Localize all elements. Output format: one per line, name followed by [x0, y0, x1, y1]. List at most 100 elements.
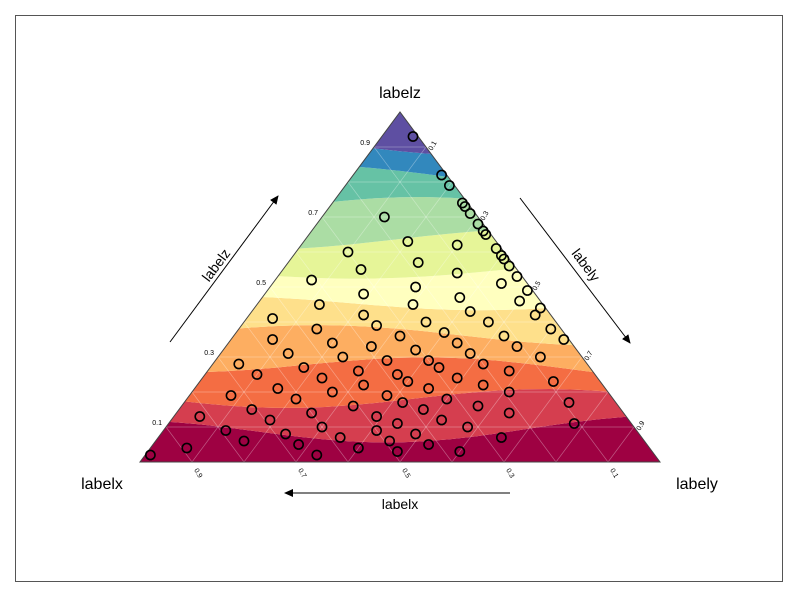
grid-line	[243, 181, 453, 462]
grid-line	[399, 286, 531, 462]
contour-band	[140, 389, 660, 443]
data-point	[464, 208, 476, 219]
corner-label-y: labely	[676, 476, 718, 493]
data-point	[441, 393, 453, 405]
data-point	[423, 355, 434, 366]
corner-label-x: labelx	[81, 476, 123, 493]
data-point	[548, 376, 559, 387]
data-point	[503, 365, 515, 377]
contour-band	[140, 415, 660, 462]
data-point	[251, 369, 263, 380]
data-point	[144, 449, 156, 461]
data-point	[535, 302, 546, 314]
data-point	[436, 414, 447, 426]
data-point	[397, 397, 408, 408]
data-point	[371, 411, 382, 422]
data-point	[358, 379, 369, 391]
data-point	[347, 400, 359, 412]
data-point	[464, 306, 476, 317]
data-point	[438, 327, 450, 338]
grid-line	[503, 356, 583, 462]
bottom-tick-label: 0.9	[192, 468, 203, 480]
data-point	[417, 404, 429, 415]
grid-line	[373, 146, 609, 462]
left-tick-label: 0.9	[360, 140, 370, 147]
figure-frame	[15, 15, 783, 582]
bottom-tick-label: 0.3	[504, 468, 515, 480]
data-point	[290, 393, 302, 405]
data-point	[433, 362, 445, 373]
data-point	[233, 358, 245, 370]
data-point	[511, 271, 523, 282]
data-point	[482, 316, 494, 328]
data-point	[454, 446, 466, 457]
left-tick-label: 0.3	[204, 350, 214, 357]
data-point	[238, 435, 250, 447]
data-point	[220, 425, 232, 436]
data-point	[394, 330, 406, 342]
tick-labels: 0.1 0.3 0.5 0.7 0.9 0.1 0.3 0.5 0.7 0.9 0.9 0.7 0.5 0…	[152, 140, 646, 480]
data-point	[423, 383, 434, 394]
data-point	[306, 407, 317, 419]
data-point	[477, 379, 489, 391]
grid-line	[347, 181, 557, 462]
data-point	[311, 323, 323, 335]
data-point	[402, 376, 414, 387]
data-point	[194, 411, 206, 422]
data-point	[451, 372, 463, 384]
data-point	[181, 442, 193, 454]
data-point	[402, 236, 414, 247]
data-point	[443, 180, 455, 191]
right-tick-label: 0.9	[636, 420, 647, 432]
data-point	[391, 418, 403, 429]
right-tick-label: 0.5	[532, 280, 543, 292]
bottom-axis-title: labelx	[382, 496, 419, 512]
data-point	[272, 383, 284, 394]
contour-band	[140, 325, 660, 382]
data-point	[326, 337, 338, 349]
data-point	[352, 442, 364, 454]
data-point	[384, 435, 395, 447]
contour-fill	[140, 112, 660, 462]
contour-band	[140, 357, 660, 408]
data-point	[264, 414, 276, 426]
data-point	[514, 295, 525, 307]
data-point	[498, 253, 510, 265]
left-axis-arrow	[169, 195, 279, 343]
data-point	[371, 320, 382, 331]
data-point	[503, 260, 515, 272]
data-point	[459, 201, 471, 212]
data-point	[293, 439, 304, 450]
data-point	[306, 274, 317, 286]
data-point	[407, 131, 419, 142]
left-tick-label: 0.1	[152, 420, 162, 427]
data-point	[298, 362, 310, 373]
data-point	[529, 309, 541, 321]
data-point	[311, 449, 323, 461]
data-point	[454, 292, 466, 303]
grid-line	[191, 146, 427, 462]
data-point	[472, 218, 484, 230]
left-tick-label: 0.7	[308, 210, 318, 217]
data-point	[407, 299, 419, 310]
grid-line	[191, 391, 245, 462]
data-point	[280, 428, 291, 440]
grid-line	[295, 251, 453, 462]
data-point	[568, 418, 580, 429]
data-point	[511, 341, 523, 352]
data-point	[410, 428, 421, 440]
grid-line	[555, 391, 609, 462]
data-point	[352, 365, 364, 377]
data-point	[410, 344, 421, 356]
data-point	[464, 348, 476, 359]
data-point	[358, 288, 369, 300]
data-point	[412, 257, 424, 268]
data-point	[246, 404, 258, 415]
bottom-tick-label: 0.7	[296, 468, 307, 480]
data-point	[355, 264, 367, 275]
grid-line	[165, 426, 193, 462]
right-tick-label: 0.7	[584, 350, 595, 362]
grid-line	[295, 216, 479, 462]
data-point	[545, 323, 557, 335]
data-point	[522, 285, 533, 296]
